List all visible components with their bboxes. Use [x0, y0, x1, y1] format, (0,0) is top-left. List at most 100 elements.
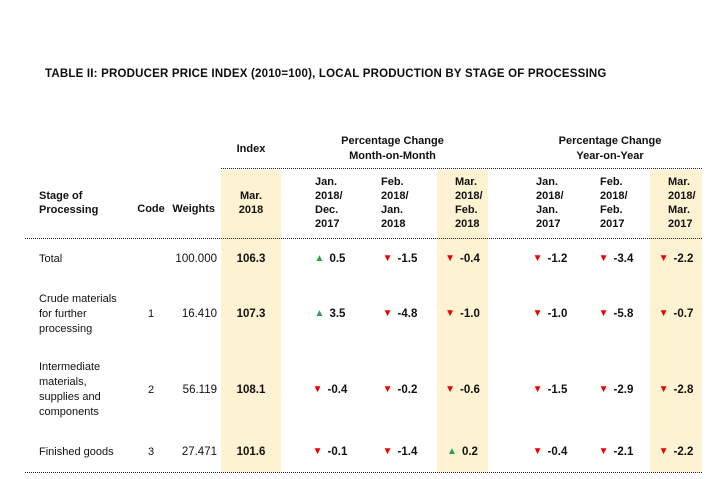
group-header-yoy: Percentage Change Year-on-Year [558, 135, 662, 162]
change-value: -1.2 [547, 253, 568, 265]
down-triangle-icon: ▼ [445, 308, 456, 319]
code-cell: 1 [147, 308, 155, 320]
col-header-yoy-feb: Feb. 2018/ Feb. 2017 [600, 176, 628, 230]
down-triangle-icon: ▼ [658, 446, 669, 457]
down-triangle-icon: ▼ [445, 384, 456, 395]
change-cell: ▼ -2.8 [650, 348, 702, 432]
down-triangle-icon: ▼ [598, 308, 609, 319]
change-cell: ▼ -3.4 [582, 238, 650, 280]
change-value: -5.8 [613, 308, 634, 320]
change-cell: ▼ -0.7 [650, 280, 702, 348]
down-triangle-icon: ▼ [658, 308, 669, 319]
up-triangle-icon: ▲ [314, 308, 325, 319]
change-cell: ▼ -2.1 [582, 432, 650, 472]
down-triangle-icon: ▼ [658, 384, 669, 395]
change-value: -0.6 [460, 384, 480, 396]
change-value: -2.2 [673, 446, 694, 458]
index-cell: 108.1 [236, 384, 266, 396]
down-triangle-icon: ▼ [532, 384, 543, 395]
down-triangle-icon: ▼ [532, 446, 543, 457]
weights-cell: 100.000 [175, 253, 217, 265]
change-value: -2.2 [673, 253, 694, 265]
code-cell: 3 [147, 446, 155, 458]
col-header-mom-feb: Feb. 2018/ Jan. 2018 [381, 176, 409, 230]
change-cell: ▼ -0.2 [363, 348, 437, 432]
stage-cell: Crude materials for further processing [39, 292, 117, 335]
change-cell: ▼ -1.2 [518, 238, 582, 280]
change-value: 0.5 [329, 253, 346, 265]
change-value: -4.8 [397, 308, 418, 320]
down-triangle-icon: ▼ [598, 446, 609, 457]
change-value: 3.5 [329, 308, 346, 320]
column-header-divider [25, 238, 702, 239]
group-header-index: Index [236, 142, 266, 155]
change-cell: ▼ -1.5 [363, 238, 437, 280]
down-triangle-icon: ▼ [382, 308, 393, 319]
down-triangle-icon: ▼ [382, 446, 393, 457]
change-value: -3.4 [613, 253, 634, 265]
down-triangle-icon: ▼ [312, 384, 323, 395]
index-cell: 107.3 [236, 308, 266, 320]
change-cell: ▲ 3.5 [297, 280, 363, 348]
table-bottom-divider [25, 472, 702, 473]
up-triangle-icon: ▲ [447, 446, 457, 457]
change-cell: ▼ -2.2 [650, 238, 702, 280]
down-triangle-icon: ▼ [532, 253, 543, 264]
highlight-band-mom-mar-column [437, 170, 488, 472]
stage-cell: Intermediate materials, supplies and com… [39, 361, 101, 418]
col-header-mom-mar: Mar. 2018/ Feb. 2018 [455, 176, 483, 230]
change-cell: ▲ 0.2 [437, 432, 488, 472]
index-cell: 106.3 [236, 253, 266, 265]
change-value: -0.1 [327, 446, 348, 458]
down-triangle-icon: ▼ [382, 384, 393, 395]
change-cell: ▼ -2.9 [582, 348, 650, 432]
change-value: -1.0 [547, 308, 568, 320]
down-triangle-icon: ▼ [445, 253, 456, 264]
index-cell: 101.6 [236, 446, 266, 458]
change-cell: ▼ -4.8 [363, 280, 437, 348]
highlight-band-index-column [221, 170, 281, 472]
group-header-mom: Percentage Change Month-on-Month [341, 135, 444, 162]
change-value: -1.0 [460, 308, 480, 320]
weights-cell: 16.410 [181, 308, 217, 320]
change-value: -1.5 [547, 384, 568, 396]
up-triangle-icon: ▲ [314, 253, 325, 264]
down-triangle-icon: ▼ [312, 446, 323, 457]
change-cell: ▼ -1.4 [363, 432, 437, 472]
change-value: -0.7 [673, 308, 694, 320]
weights-cell: 56.119 [182, 384, 217, 396]
col-header-stage: Stage of Processing [39, 190, 99, 216]
change-cell: ▼ -0.6 [437, 348, 488, 432]
col-header-index-period: Mar. 2018 [238, 190, 264, 216]
page-title: TABLE II: PRODUCER PRICE INDEX (2010=100… [45, 68, 607, 80]
change-value: -0.4 [327, 384, 348, 396]
stage-cell: Finished goods [39, 445, 114, 458]
down-triangle-icon: ▼ [658, 253, 669, 264]
down-triangle-icon: ▼ [598, 253, 609, 264]
col-header-weights: Weights [172, 203, 215, 215]
change-value: -1.5 [397, 253, 418, 265]
change-value: -2.8 [673, 384, 694, 396]
change-cell: ▼ -1.5 [518, 348, 582, 432]
change-cell: ▼ -0.4 [297, 348, 363, 432]
change-cell: ▼ -0.4 [518, 432, 582, 472]
change-cell: ▲ 0.5 [297, 238, 363, 280]
code-cell: 2 [147, 384, 155, 396]
col-header-code: Code [137, 203, 165, 215]
down-triangle-icon: ▼ [532, 308, 543, 319]
code-cell [135, 238, 167, 280]
change-value: -0.4 [547, 446, 568, 458]
change-value: -0.2 [397, 384, 418, 396]
change-cell: ▼ -0.4 [437, 238, 488, 280]
down-triangle-icon: ▼ [598, 384, 609, 395]
weights-cell: 27.471 [181, 446, 217, 458]
col-header-yoy-mar: Mar. 2018/ Mar. 2017 [668, 176, 696, 230]
col-header-yoy-jan: Jan. 2018/ Jan. 2017 [536, 176, 564, 230]
group-header-divider [221, 168, 702, 169]
change-cell: ▼ -1.0 [518, 280, 582, 348]
table-grid: Index Percentage Change Month-on-Month P… [25, 130, 702, 472]
change-cell: ▼ -2.2 [650, 432, 702, 472]
col-header-mom-jan: Jan. 2018/ Dec. 2017 [315, 176, 343, 230]
change-value: -2.1 [613, 446, 634, 458]
